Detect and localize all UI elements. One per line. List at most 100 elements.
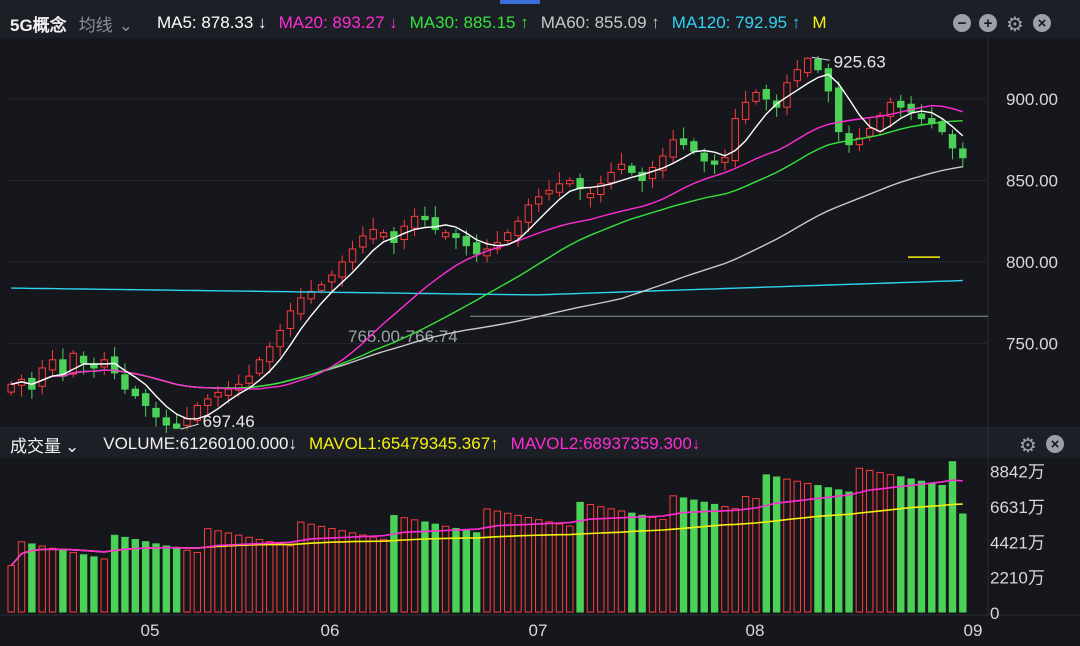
candlestick [162,417,171,426]
volume-bar [266,541,274,613]
volume-tick-label: 4421万 [990,533,1045,552]
volume-bar [545,521,553,613]
volume-bar [762,474,770,613]
volume-bar [731,508,739,613]
volume-bar [441,525,450,613]
price-tick-label: 850.00 [1006,172,1058,191]
ma20-line [11,104,964,390]
price-indicator-bar: 5G概念 均线 ⌄ MA5: 878.33 ↓ MA20: 893.27 ↓ MA… [0,10,839,36]
candlestick [845,133,853,146]
gear-icon[interactable]: ⚙ [1019,434,1037,457]
volume-bar [328,528,336,613]
x-axis-label: 06 [321,621,340,640]
mavol2-value: MAVOL2:68937359.300↓ [510,434,701,453]
candlestick [141,393,150,406]
chart-controls: − + ⚙ × [953,13,1051,36]
candlestick [586,193,595,199]
volume-bar [555,523,564,613]
candlestick [959,148,967,159]
candlestick [462,236,471,247]
close-circle-icon[interactable]: × [1046,435,1064,453]
volume-bar [617,510,626,613]
volume-bar [897,476,905,613]
range-band-label: 765.00-766.74 [348,327,458,346]
volume-bar [607,508,615,613]
volume-bar [431,523,439,613]
x-axis-label: 08 [746,621,765,640]
volume-bar [121,536,129,613]
x-axis-label: 09 [964,621,983,640]
candlestick [855,137,864,146]
candlestick [369,228,377,240]
volume-tick-label: 0 [990,604,999,623]
volume-bar [690,499,698,613]
close-circle-icon[interactable]: × [1033,14,1051,32]
low-arrow [180,423,199,430]
candlestick [266,346,274,363]
volume-bar [348,532,357,613]
chart-title: 5G概念 [10,15,67,35]
volume-bar [679,497,688,613]
minus-circle-icon[interactable]: − [953,14,971,32]
plus-circle-icon[interactable]: + [979,14,997,32]
volume-bar [400,517,408,613]
volume-bar [38,545,46,613]
candlestick [876,114,884,132]
ma30-value: MA30: 885.15 ↑ [409,13,529,32]
chevron-down-icon: ⌄ [118,15,133,35]
candlestick [710,160,719,165]
candlestick [762,89,770,100]
volume-bar [472,532,481,613]
volume-bar [638,514,646,613]
ma-mode-label: 均线 [78,15,113,35]
candlestick [886,101,895,117]
candlestick [328,274,336,283]
gear-icon[interactable]: ⚙ [1006,13,1024,36]
m-label[interactable]: M [812,13,827,32]
high-arrow [811,56,830,61]
candlestick [338,261,346,278]
volume-bar [317,525,326,613]
candlestick [700,152,708,162]
volume-bar [576,501,584,613]
candlestick [441,232,450,238]
candlestick [866,127,874,137]
candlestick [824,68,833,92]
volume-bar [193,551,202,613]
volume-bar [204,528,212,613]
candlestick [131,388,140,397]
volume-bar [17,541,26,613]
volume-title: 成交量 [10,436,61,456]
volume-bar [172,547,181,613]
volume-selector[interactable]: 成交量 ⌄ [10,432,91,457]
header-background [0,0,1080,38]
candlestick [204,398,212,406]
candlestick [379,232,388,238]
volume-bar [886,474,895,613]
candlestick [286,310,295,330]
volume-bar [245,536,253,613]
volume-bar [503,512,512,613]
candlestick [524,204,533,223]
volume-bar [7,565,15,613]
candlestick [79,355,88,364]
candlestick [152,407,160,418]
volume-bar [90,556,98,613]
volume-bar [141,541,150,613]
candlestick [907,103,915,113]
mavol1-value: MAVOL1:65479345.367↑ [309,434,499,453]
volume-bar [286,545,295,613]
ma20-value: MA20: 893.27 ↓ [278,13,398,32]
volume-bar [235,534,243,613]
volume-bar [307,523,315,613]
volume-bar [824,487,833,613]
x-axis-label: 05 [141,621,160,640]
volume-bar [948,461,957,613]
ma-mode-selector[interactable]: 均线 ⌄ [79,11,145,36]
chevron-down-icon: ⌄ [65,436,80,456]
volume-bar [721,506,729,613]
candlestick [752,92,760,102]
volume-bar [183,549,191,613]
candlestick [172,423,181,429]
